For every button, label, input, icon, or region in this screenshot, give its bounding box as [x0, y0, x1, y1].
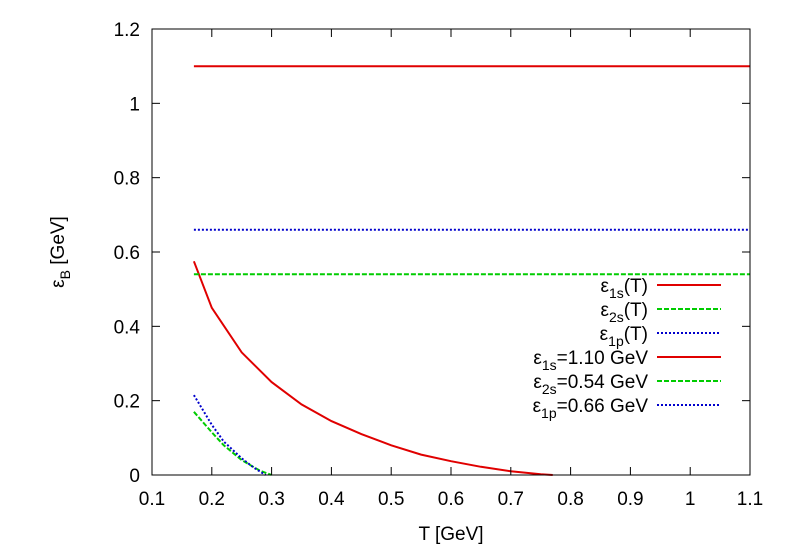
x-tick-label: 1.1 [737, 489, 763, 510]
y-tick-label: 1.2 [114, 20, 140, 41]
ticks-layer: 0.1 0.2 0.3 0.4 0.5 0.6 0.7 0.8 0.9 1 1.1 0 0.2 0.4 0.… [114, 20, 764, 510]
y-tick-label: 0.2 [114, 392, 140, 413]
x-axis-label: T [GeV] [418, 524, 483, 545]
y-tick-label: 0.8 [114, 169, 140, 190]
legend-label: ε1s=1.10 GeV [533, 348, 648, 373]
legend-entry-0: ε1s(T) [600, 276, 721, 301]
label-suffix: =0.54 GeV [557, 372, 649, 393]
y-tick-label: 0.4 [114, 317, 141, 338]
label-symbol: ε [533, 348, 542, 369]
y-tick-label: 0 [129, 466, 140, 487]
label-subscript: 2s [609, 309, 624, 325]
x-tick-label: 0.8 [557, 489, 583, 510]
label-suffix: (T) [624, 300, 648, 321]
y-tick-label: 0.6 [114, 243, 140, 264]
x-tick-label: 0.4 [318, 489, 345, 510]
x-tick-label: 1 [685, 489, 696, 510]
y-tick-label: 1 [129, 94, 140, 115]
label-symbol: ε [533, 372, 542, 393]
legend-label: ε1s(T) [600, 276, 648, 301]
labels-layer: T [GeV] εB [GeV] [48, 216, 484, 545]
legend-entry-1: ε2s(T) [600, 300, 721, 325]
label-symbol: ε [600, 324, 609, 345]
x-tick-label: 0.9 [617, 489, 643, 510]
label-subscript: 2s [542, 381, 557, 397]
series-line-0 [192, 260, 553, 476]
label-suffix: (T) [624, 324, 648, 345]
series-line-2 [193, 394, 267, 476]
x-tick-label: 0.2 [199, 489, 225, 510]
label-subscript: 1s [609, 285, 624, 301]
y-label-suffix: [GeV] [48, 216, 69, 270]
label-suffix: (T) [624, 276, 648, 297]
x-tick-label: 0.1 [139, 489, 165, 510]
legend-label: ε2s=0.54 GeV [533, 372, 648, 397]
legend-label: ε2s(T) [600, 300, 648, 325]
label-subscript: 1p [541, 405, 557, 421]
x-tick-label: 0.7 [498, 489, 524, 510]
y-label-subscript: B [57, 270, 73, 279]
label-suffix: =0.66 GeV [557, 396, 649, 417]
x-tick-label: 0.5 [378, 489, 404, 510]
legend-entry-4: ε2s=0.54 GeV [533, 372, 721, 397]
label-suffix: =1.10 GeV [557, 348, 649, 369]
x-tick-label: 0.6 [438, 489, 464, 510]
x-tick-label: 0.3 [258, 489, 284, 510]
label-subscript: 1p [608, 333, 624, 349]
y-axis-label: εB [GeV] [48, 216, 73, 288]
label-symbol: ε [533, 396, 542, 417]
legend-entry-2: ε1p(T) [600, 324, 721, 349]
legend-entry-3: ε1s=1.10 GeV [533, 348, 721, 373]
legend-label: ε1p=0.66 GeV [533, 396, 649, 421]
series-layer [192, 65, 750, 476]
series-line-1 [193, 411, 272, 476]
plot-frame [151, 28, 751, 476]
legend-label: ε1p(T) [600, 324, 648, 349]
label-subscript: 1s [542, 357, 557, 373]
y-label-symbol: ε [48, 279, 69, 288]
label-symbol: ε [600, 276, 609, 297]
label-symbol: ε [600, 300, 609, 321]
legend-entry-5: ε1p=0.66 GeV [533, 396, 721, 421]
